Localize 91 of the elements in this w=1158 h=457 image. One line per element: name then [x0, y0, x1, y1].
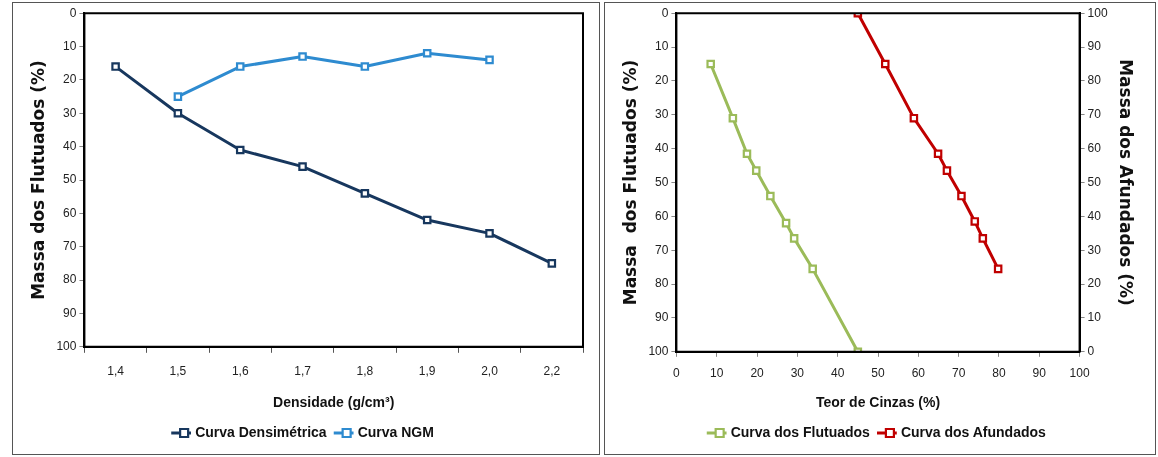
y-tick-label: 70	[655, 242, 669, 257]
x-tick-label: 100	[1069, 366, 1090, 381]
point	[422, 48, 432, 58]
y-tick-label: 80	[655, 276, 669, 291]
point	[360, 62, 370, 71]
y-tick-label: 10	[63, 38, 77, 53]
y2-axis-title: Massa dos Afundados (%)	[1116, 59, 1137, 306]
point	[970, 217, 980, 226]
y-tick-label: 60	[63, 205, 77, 220]
point	[781, 218, 791, 228]
point	[942, 166, 952, 175]
point	[485, 55, 494, 65]
x-tick-label: 90	[1032, 366, 1047, 381]
y-tick-label: 60	[655, 208, 669, 223]
y2-tick-label: 10	[1087, 310, 1102, 325]
x-tick-label: 60	[911, 366, 926, 381]
y2-tick-label: 0	[1087, 344, 1095, 359]
point	[978, 234, 988, 243]
y2-tick-label: 50	[1087, 174, 1102, 189]
y-tick-label: 50	[655, 174, 669, 189]
point	[235, 62, 245, 71]
y-tick-label: 100	[648, 344, 669, 359]
y-tick-label: 0	[661, 5, 669, 20]
point	[789, 234, 799, 243]
y-tick-label: 90	[655, 310, 669, 325]
legend-label: Curva NGM	[357, 423, 434, 440]
y2-tick-label: 80	[1087, 73, 1102, 88]
y2-tick-label: 60	[1087, 140, 1102, 155]
legend-label: Curva dos Afundados	[900, 423, 1047, 440]
x-tick-label: 70	[951, 366, 966, 381]
point	[728, 113, 738, 123]
x-tick-label: 1,6	[231, 364, 249, 379]
y-tick-label: 30	[63, 105, 77, 120]
point	[751, 166, 761, 175]
x-axis-title: Teor de Cinzas (%)	[815, 394, 941, 411]
point	[808, 264, 817, 274]
y-tick-label: 90	[63, 305, 77, 320]
x-tick-label: 50	[871, 366, 885, 381]
x-tick-label: 1,7	[294, 364, 312, 379]
x-axis-title: Densidade (g/cm³)	[273, 394, 395, 411]
y-axis-title: Massa dos Flutuados (%)	[619, 59, 640, 306]
y-tick-label: 20	[63, 72, 77, 87]
point	[880, 59, 890, 69]
point	[742, 149, 752, 158]
y2-tick-label: 100	[1087, 5, 1108, 20]
point	[235, 145, 245, 155]
y-tick-label: 40	[655, 140, 669, 155]
point	[360, 189, 370, 198]
x-tick-label: 1,4	[107, 364, 125, 379]
y-tick-label: 10	[655, 39, 669, 54]
y-tick-label: 0	[69, 5, 77, 20]
x-tick-label: 40	[831, 366, 845, 381]
point	[173, 92, 183, 101]
point	[173, 109, 183, 118]
point	[957, 191, 966, 201]
y-tick-label: 40	[63, 138, 77, 153]
point	[485, 229, 494, 238]
x-tick-label: 30	[790, 366, 805, 381]
point	[111, 62, 120, 71]
y2-tick-label: 20	[1087, 276, 1102, 291]
x-tick-label: 2,2	[543, 364, 561, 379]
point	[298, 162, 307, 171]
y2-tick-label: 40	[1087, 208, 1102, 223]
y-tick-label: 70	[63, 239, 77, 254]
legend-label: Curva Densimétrica	[195, 423, 327, 440]
point	[766, 191, 775, 201]
point	[993, 264, 1003, 274]
y2-tick-label: 70	[1087, 107, 1102, 122]
x-tick-label: 1,9	[418, 364, 436, 379]
x-tick-label: 2,0	[481, 364, 499, 379]
point	[706, 59, 715, 69]
point	[909, 113, 919, 123]
y-tick-label: 80	[63, 272, 77, 287]
point	[933, 149, 943, 158]
y-tick-label: 30	[655, 107, 669, 122]
point	[298, 52, 307, 61]
point	[547, 259, 557, 268]
y2-tick-label: 90	[1087, 39, 1102, 54]
y-axis-title: Massa dos Flutuados (%)	[27, 60, 48, 300]
y-tick-label: 100	[56, 339, 77, 354]
x-tick-label: 10	[710, 366, 724, 381]
point	[422, 215, 432, 225]
legend-label: Curva dos Flutuados	[730, 423, 871, 440]
x-tick-label: 20	[750, 366, 765, 381]
y-tick-label: 50	[63, 172, 77, 187]
y-tick-label: 20	[655, 73, 669, 88]
x-tick-label: 1,5	[169, 364, 187, 379]
y2-tick-label: 30	[1087, 242, 1102, 257]
x-tick-label: 0	[673, 366, 681, 381]
x-tick-label: 1,8	[356, 364, 374, 379]
x-tick-label: 80	[992, 366, 1006, 381]
